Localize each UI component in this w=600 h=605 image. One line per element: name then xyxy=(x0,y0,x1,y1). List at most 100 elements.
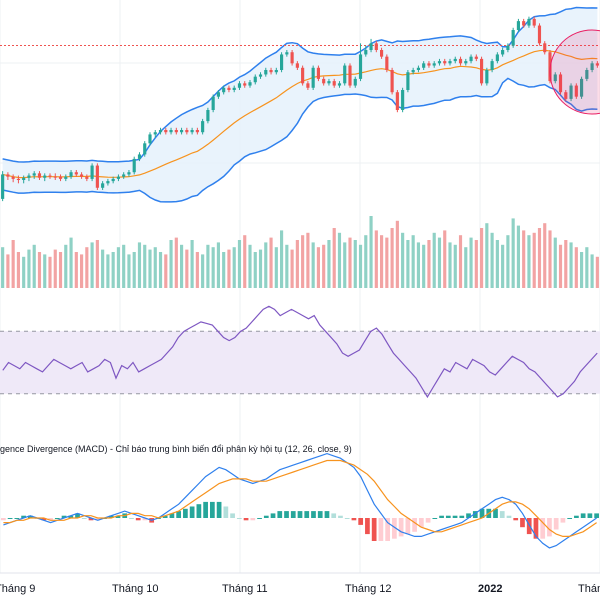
volume-bar xyxy=(580,252,584,288)
volume-bar xyxy=(227,249,231,288)
volume-bar xyxy=(390,228,394,288)
macd-histogram-bar xyxy=(61,515,67,518)
volume-bar xyxy=(174,237,178,288)
macd-histogram-bar xyxy=(371,518,377,541)
candle-body xyxy=(395,92,399,110)
macd-histogram-bar xyxy=(412,518,417,532)
time-axis-label: 2022 xyxy=(478,583,502,595)
candle-body xyxy=(269,70,273,73)
volume-bar xyxy=(290,249,294,288)
candle-body xyxy=(222,87,226,93)
macd-histogram-bar xyxy=(317,511,323,518)
macd-histogram-bar xyxy=(14,518,20,519)
volume-bar xyxy=(132,252,136,288)
volume-bar xyxy=(111,252,115,288)
macd-histogram-bar xyxy=(68,515,74,518)
candle-body xyxy=(1,174,5,199)
macd-histogram-bar xyxy=(358,518,364,525)
volume-bar xyxy=(543,223,547,288)
candle-body xyxy=(122,174,126,177)
candle-body xyxy=(85,176,89,179)
candle-body xyxy=(543,43,547,53)
rsi-band xyxy=(0,331,600,394)
candle-body xyxy=(332,81,336,86)
volume-bar xyxy=(395,220,399,288)
volume-bar xyxy=(501,244,505,288)
volume-bar xyxy=(269,237,273,288)
volume-bar xyxy=(311,242,315,288)
candle-body xyxy=(595,63,599,66)
volume-bar xyxy=(569,242,573,288)
volume-bar xyxy=(411,235,415,288)
macd-histogram-bar xyxy=(432,518,438,519)
macd-histogram-bar xyxy=(365,518,370,535)
macd-histogram-bar xyxy=(88,518,94,521)
candle-body xyxy=(185,130,189,133)
candle-body xyxy=(574,85,578,97)
candle-body xyxy=(569,85,573,99)
volume-bar xyxy=(490,232,494,288)
macd-histogram-bar xyxy=(445,515,451,518)
volume-bar xyxy=(443,230,447,288)
macd-histogram-bar xyxy=(75,513,80,518)
candle-body xyxy=(48,175,52,177)
candle-body xyxy=(16,178,20,180)
volume-bar xyxy=(464,247,468,288)
volume-bar xyxy=(532,232,536,288)
candle-body xyxy=(327,81,331,84)
volume-bar xyxy=(211,247,215,288)
candle-body xyxy=(195,130,199,133)
candle-body xyxy=(95,165,99,188)
macd-line xyxy=(3,452,597,549)
volume-bar xyxy=(143,244,147,288)
candle-body xyxy=(169,130,173,133)
macd-histogram-bar xyxy=(176,511,182,518)
candle-body xyxy=(258,74,263,77)
macd-histogram-bar xyxy=(452,515,458,518)
candle-body xyxy=(532,18,536,26)
macd-histogram-bar xyxy=(392,518,397,539)
macd-histogram-bar xyxy=(27,515,33,518)
candle-body xyxy=(248,82,252,86)
macd-histogram-bar xyxy=(81,518,87,519)
macd-histogram-bar xyxy=(466,513,471,518)
macd-histogram-bar xyxy=(21,515,26,518)
volume-bar xyxy=(122,244,126,288)
macd-histogram-bar xyxy=(331,513,337,518)
candle-body xyxy=(301,67,305,84)
macd-histogram-bar xyxy=(560,518,566,523)
macd-histogram-bar xyxy=(290,511,296,518)
volume-bar xyxy=(153,247,157,288)
volume-bar xyxy=(190,240,194,288)
volume-bar xyxy=(90,242,94,288)
volume-bar xyxy=(53,249,57,288)
volume-panel xyxy=(1,216,599,288)
volume-bar xyxy=(548,230,552,288)
volume-bar xyxy=(553,237,557,288)
candle-body xyxy=(116,176,120,179)
candle-body xyxy=(590,63,594,70)
candle-body xyxy=(343,65,347,84)
candle-body xyxy=(453,58,457,62)
candle-body xyxy=(164,130,168,133)
volume-bar xyxy=(274,247,278,288)
macd-histogram-bar xyxy=(499,511,505,518)
candle-body xyxy=(216,92,220,97)
volume-bar xyxy=(558,244,563,288)
macd-histogram-bar xyxy=(425,518,431,523)
volume-bar xyxy=(43,254,47,288)
macd-histogram-bar xyxy=(243,518,249,521)
volume-bar xyxy=(416,242,420,288)
macd-histogram-bar xyxy=(533,518,539,539)
candle-body xyxy=(295,63,299,68)
candle-body xyxy=(390,70,394,93)
volume-bar xyxy=(595,256,599,288)
macd-histogram-bar xyxy=(520,518,525,528)
volume-bar xyxy=(116,247,120,288)
candle-body xyxy=(406,72,410,90)
volume-bar xyxy=(432,232,436,288)
volume-bar xyxy=(564,240,568,288)
candle-body xyxy=(158,130,163,133)
macd-histogram-bar xyxy=(129,518,134,519)
candle-body xyxy=(485,70,489,84)
